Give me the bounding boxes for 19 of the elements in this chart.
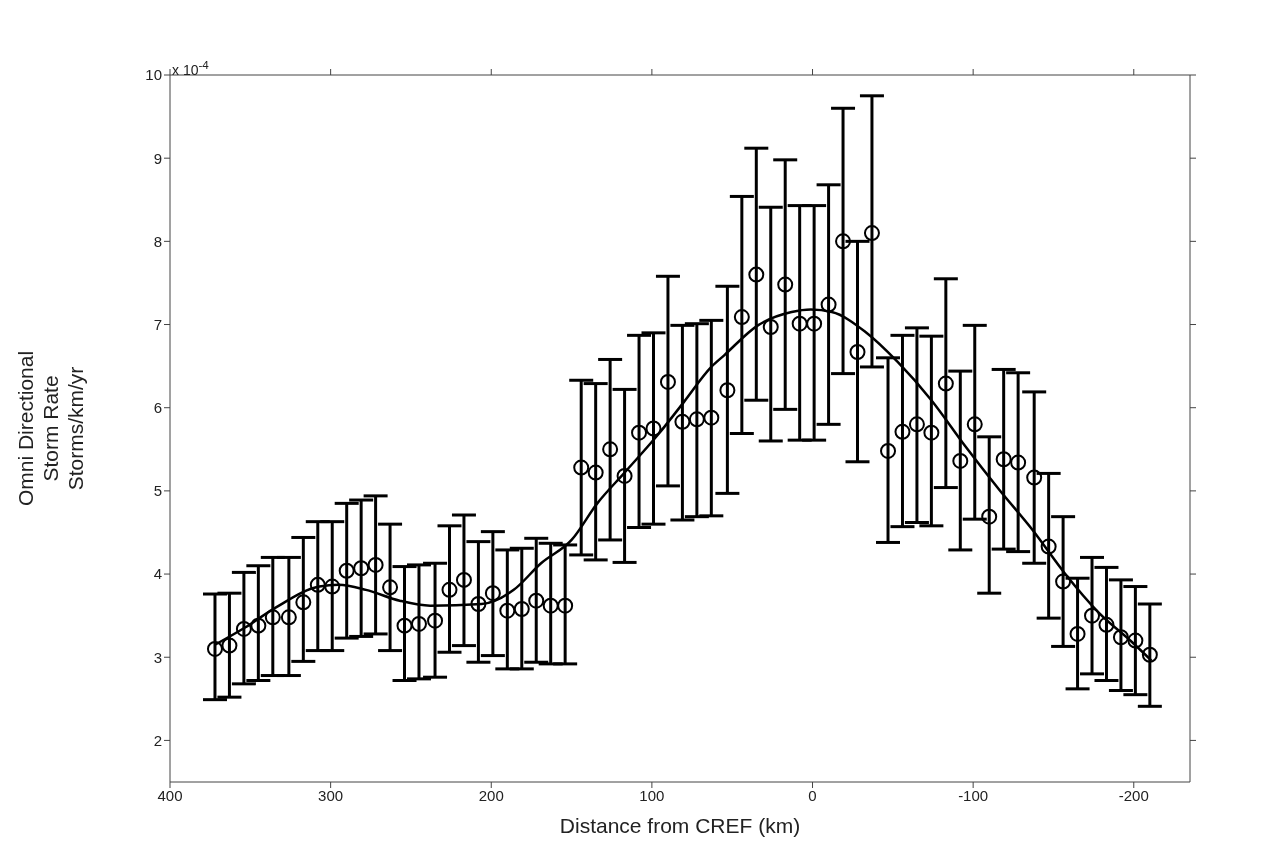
y-axis-title: Omni Directional Storm Rate Storms/km/yr: [14, 350, 87, 507]
x-tick-label: -100: [958, 786, 989, 804]
y-tick-label: 7: [153, 315, 162, 333]
y-tick-label: 8: [153, 232, 162, 250]
x-axis-title: Distance from CREF (km): [559, 814, 801, 837]
y-tick-label: 3: [153, 648, 162, 666]
y-tick-label: 6: [153, 399, 162, 417]
x-tick-label: 100: [639, 786, 665, 804]
y-tick-label: 9: [153, 149, 162, 167]
x-tick-label: 200: [478, 786, 504, 804]
y-tick-label: 2: [153, 731, 162, 749]
y-tick-label: 4: [153, 565, 162, 583]
y-tick-label: 10: [145, 66, 162, 84]
x-tick-label: 0: [808, 786, 817, 804]
x-tick-label: 300: [318, 786, 344, 804]
x-tick-label: 400: [157, 786, 183, 804]
x-tick-label: -200: [1118, 786, 1149, 804]
y-tick-label: 5: [153, 482, 162, 500]
annotation: x 10$^{-4}$: [172, 58, 209, 78]
